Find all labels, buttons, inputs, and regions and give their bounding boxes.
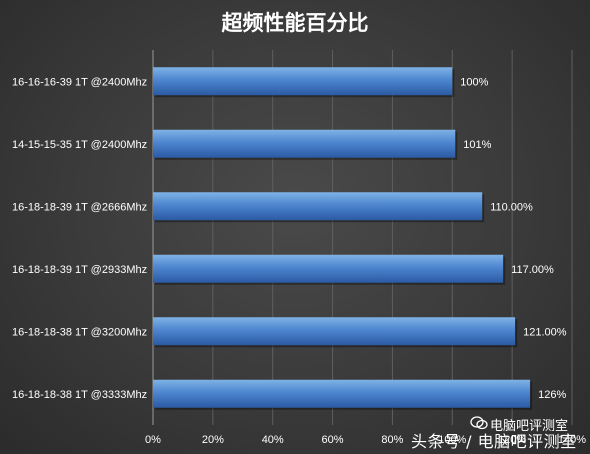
category-label: 16-18-18-38 1T @3200Mhz: [12, 326, 147, 338]
bar: [153, 129, 456, 158]
x-tick-label: 80%: [381, 434, 403, 446]
value-label: 110.00%: [490, 201, 533, 213]
bar: [153, 317, 516, 346]
x-tick-label: 120%: [498, 434, 526, 446]
bar: [153, 67, 453, 96]
bars: [153, 67, 533, 410]
wechat-icon: [470, 416, 488, 430]
category-label: 16-16-16-39 1T @2400Mhz: [12, 76, 147, 88]
value-label: 121.00%: [523, 326, 567, 338]
category-label: 14-15-15-35 1T @2400Mhz: [12, 139, 147, 151]
x-tick-label: 0%: [145, 434, 161, 446]
bar: [153, 254, 504, 283]
category-label: 16-18-18-39 1T @2666Mhz: [12, 201, 147, 213]
bar: [153, 379, 531, 408]
bar: [153, 192, 483, 221]
gridlines: [152, 50, 573, 425]
value-label: 117.00%: [511, 264, 554, 276]
chart-title: 超频性能百分比: [222, 11, 369, 35]
value-labels: 100% 101% 110.00% 117.00% 121.00% 126%: [460, 76, 566, 401]
x-tick-label: 100%: [438, 434, 466, 446]
value-label: 126%: [538, 389, 566, 401]
value-label: 101%: [463, 139, 491, 151]
category-label: 16-18-18-38 1T @3333Mhz: [12, 389, 147, 401]
x-tick-label: 140%: [558, 434, 586, 446]
watermark-source: 头条号 / 电脑吧评测室: [411, 432, 577, 451]
x-tick-label: 20%: [202, 434, 224, 446]
x-tick-label: 60%: [322, 434, 344, 446]
x-tick-label: 40%: [262, 434, 284, 446]
x-axis-ticks: 0% 20% 40% 60% 80% 100% 120% 140%: [145, 434, 586, 446]
value-label: 100%: [460, 76, 488, 88]
category-labels: 16-16-16-39 1T @2400Mhz 14-15-15-35 1T @2…: [12, 76, 147, 401]
watermark-account: 电脑吧评测室: [490, 419, 569, 434]
category-label: 16-18-18-39 1T @2933Mhz: [12, 264, 147, 276]
